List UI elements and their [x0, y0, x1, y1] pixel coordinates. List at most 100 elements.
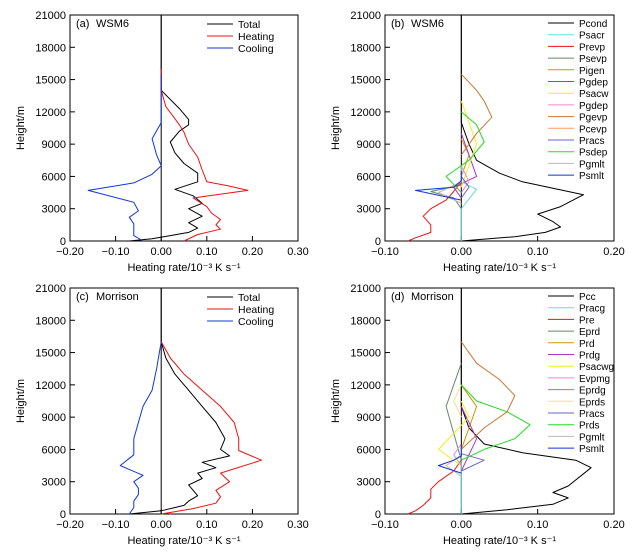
panel-2-legend-label-psmlt: Psmlt: [579, 171, 604, 182]
panel-4-scheme-label: Morrison: [411, 291, 454, 303]
panel-3-plot-frame: [69, 287, 299, 515]
panel-2-legend-label-psevp: Psevp: [579, 54, 607, 65]
panel-4-y-tick-label: 9000: [357, 412, 381, 424]
panel-3-y-tick-label: 6000: [42, 444, 66, 456]
panel-3-y-tick-label: 3000: [42, 477, 66, 489]
panel-3-y-tick-label: 9000: [42, 412, 66, 424]
panel-1-y-axis-label: Height/m: [15, 106, 27, 150]
panel-2-y-tick-label: 18000: [350, 42, 381, 54]
panel-1-x-axis-label: Heating rate/10⁻³ K s⁻¹: [127, 262, 240, 274]
panel-2-legend-label-pgdep: Pgdep: [579, 78, 608, 89]
panel-2-series-psevp-line: [430, 176, 462, 209]
panel-2-y-tick-label: 21000: [350, 10, 381, 22]
panel-4-legend-label-pracg: Pracg: [579, 304, 605, 315]
panel-2-legend-label-pgevp: Pgevp: [579, 113, 608, 124]
panel-4-series-pracs-line: [461, 453, 485, 472]
panel-1-scheme-label: WSM6: [96, 18, 129, 30]
panel-1-y-tick-label: 12000: [35, 107, 66, 119]
panel-4-y-tick-label: 18000: [350, 315, 381, 327]
panel-4-legend-label-prds: Prds: [579, 421, 600, 432]
panel-1-y-tick-label: 9000: [42, 139, 66, 151]
panel-2-y-axis-label: Height/m: [330, 106, 342, 150]
panel-3-y-tick-label: 12000: [35, 380, 66, 392]
panel-4-legend-label-pre: Pre: [579, 315, 595, 326]
panel-3-legend-label-heating: Heating: [238, 304, 274, 316]
panel-2-series-pgmlt-line: [437, 181, 462, 204]
panel-1-x-tick-label: 0.10: [196, 246, 217, 258]
panel-4-legend-label-prd: Prd: [579, 339, 595, 350]
panel-4-panel-tag: (d): [391, 291, 404, 303]
panel-2-x-tick-label: 0.10: [527, 246, 548, 258]
panel-2-series-pgdep-line: [460, 165, 470, 193]
panel-1-panel-tag: (a): [76, 18, 89, 30]
panel-3-y-tick-label: 0: [60, 509, 66, 521]
panel-2-y-tick-label: 3000: [357, 204, 381, 216]
panel-4-y-tick-label: 6000: [357, 444, 381, 456]
panel-2-legend-label-pracs: Pracs: [579, 136, 605, 147]
panel-3-x-tick-label: 0.30: [287, 519, 308, 531]
panel-2-panel-tag: (b): [391, 18, 404, 30]
panel-1-y-tick-label: 21000: [35, 10, 66, 22]
panel-1-x-tick-label: −0.10: [102, 246, 130, 258]
panel-3-legend-label-total: Total: [238, 292, 260, 304]
panel-4-legend-label-pgmlt: Pgmlt: [579, 432, 605, 443]
panel-3-series-heating-line: [160, 341, 262, 515]
panel-1-x-tick-label: 0.00: [150, 246, 171, 258]
panel-2-series-pracs-line: [460, 176, 470, 199]
panel-4-legend-label-pracs: Pracs: [579, 409, 605, 420]
panel-4-legend-label-evpmg: Evpmg: [579, 374, 610, 385]
panel-2-series-psdep-line: [445, 111, 485, 193]
panel-2-series-pcond-line: [460, 15, 584, 242]
panel-2-series-psmlt-line: [415, 171, 462, 201]
panel-2-y-tick-label: 15000: [350, 75, 381, 87]
panel-2-legend-label-psacw: Psacw: [579, 89, 609, 100]
panel-4-x-axis-label: Heating rate/10⁻³ K s⁻¹: [443, 535, 556, 547]
panel-1-y-tick-label: 6000: [42, 171, 66, 183]
panel-3-x-tick-label: 0.00: [150, 519, 171, 531]
panel-3-x-tick-label: 0.10: [196, 519, 217, 531]
panel-3-series-cooling-line: [119, 341, 162, 515]
panel-4-legend-label-eprdg: Eprdg: [579, 386, 606, 397]
panel-2-x-axis-label: Heating rate/10⁻³ K s⁻¹: [443, 262, 556, 274]
panel-4-y-tick-label: 3000: [357, 477, 381, 489]
panel-4-y-tick-label: 21000: [350, 283, 381, 295]
panel-4-x-tick-label: −0.10: [371, 519, 399, 531]
panel-4: 0 3000 6000 9000 12000 15000 18000 21000 −0.10 0.…: [330, 283, 625, 547]
panel-3-y-tick-label: 15000: [35, 348, 66, 360]
panel-4-legend-label-psmlt: Psmlt: [579, 444, 604, 455]
panel-1-x-tick-label: −0.20: [56, 246, 84, 258]
panel-2-y-tick-label: 6000: [357, 171, 381, 183]
panel-2-y-tick-label: 9000: [357, 139, 381, 151]
panel-1-series-total-line: [129, 15, 203, 242]
panel-3-y-tick-label: 21000: [35, 283, 66, 295]
panel-4-series-prds-line: [460, 384, 531, 461]
panel-2-legend-label-pcond: Pcond: [579, 19, 607, 30]
panel-1-y-tick-label: 15000: [35, 75, 66, 87]
panel-4-series-eprdg-line: [460, 341, 516, 450]
panel-2-scheme-label: WSM6: [411, 18, 444, 30]
panel-2-x-tick-label: 0.00: [451, 246, 472, 258]
panel-2-legend-label-pcevp: Pcevp: [579, 124, 607, 135]
panel-4-legend-label-pcc: Pcc: [579, 292, 596, 303]
panel-1: 0 3000 6000 9000 12000 15000 18000 21000 −0.20 −0…: [15, 10, 309, 274]
panel-4-series-eprds-line: [453, 384, 462, 418]
panel-2-legend-label-pgmlt: Pgmlt: [579, 159, 605, 170]
panel-4-x-tick-label: 0.00: [451, 519, 472, 531]
panel-1-legend-label-total: Total: [238, 19, 260, 31]
panel-2-y-tick-label: 0: [375, 236, 381, 248]
panel-4-y-tick-label: 0: [375, 509, 381, 521]
panel-3-scheme-label: Morrison: [96, 291, 139, 303]
panel-2-legend-label-pgdep: Pgdep: [579, 101, 608, 112]
panel-2-legend-label-pigen: Pigen: [579, 66, 605, 77]
panel-4-y-axis-label: Height/m: [330, 379, 342, 423]
panel-3-x-tick-label: −0.10: [102, 519, 130, 531]
panel-4-series-pgmlt-line: [445, 454, 462, 477]
panel-4-series-evpmg-line: [453, 443, 462, 466]
panel-3-series-total-line: [129, 288, 231, 515]
panel-2-series-prevp-line: [407, 181, 462, 242]
panel-1-y-tick-label: 0: [60, 236, 66, 248]
panel-2-series-pgevp-line: [460, 73, 493, 156]
panel-2-legend-label-prevp: Prevp: [579, 42, 606, 53]
panel-4-series-pre-line: [407, 459, 462, 515]
